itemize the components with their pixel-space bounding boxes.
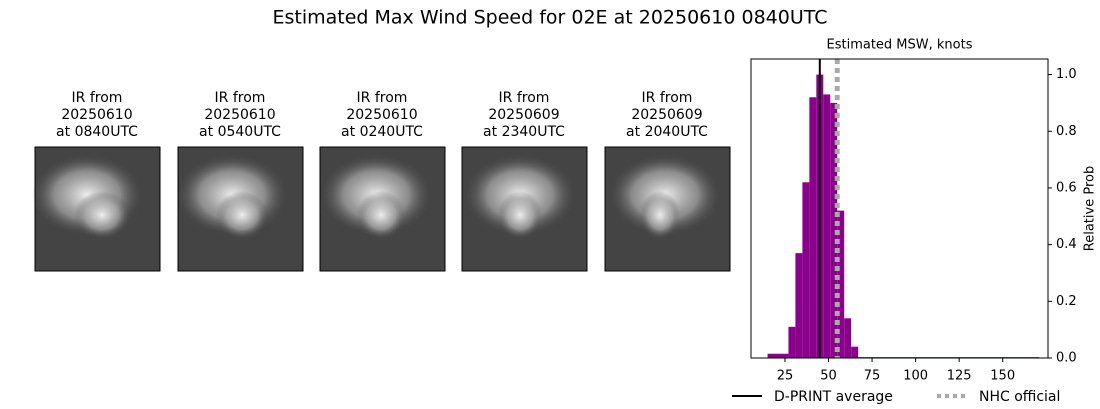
cloud-core <box>640 191 680 239</box>
cloud-core <box>216 191 268 239</box>
x-tick-label: 100 <box>903 369 928 384</box>
y-tick-label: 0.0 <box>1056 351 1077 366</box>
panel-title: 20250610 <box>346 107 417 123</box>
ir-frame <box>319 146 446 272</box>
ir-frame <box>461 146 588 272</box>
bar <box>830 102 838 358</box>
panel-title: at 2340UTC <box>483 124 565 140</box>
x-tick-label: 50 <box>820 369 837 384</box>
cloud-core <box>498 191 542 239</box>
axes-frame <box>750 58 1049 359</box>
bar <box>802 182 810 358</box>
figure-title: Estimated Max Wind Speed for 02E at 2025… <box>272 7 827 29</box>
panel-title: 20250609 <box>631 107 702 123</box>
bar <box>788 326 796 358</box>
y-tick-label: 0.2 <box>1056 294 1077 309</box>
ir-frame <box>604 146 731 272</box>
y-tick-label: 0.8 <box>1056 124 1077 139</box>
y-axis-label: Relative Prob <box>1083 166 1098 251</box>
panel-title: 20250609 <box>488 107 559 123</box>
panel-title: IR from <box>357 90 408 106</box>
y-tick-label: 0.6 <box>1056 180 1077 195</box>
bar <box>774 353 782 358</box>
panel-title: IR from <box>642 90 693 106</box>
chart-title: Estimated MSW, knots <box>827 38 973 53</box>
panel-title: at 0540UTC <box>199 124 281 140</box>
ir-frame <box>177 146 304 272</box>
bar <box>823 94 831 358</box>
panel-title: at 0240UTC <box>341 124 423 140</box>
x-tick-label: 125 <box>947 369 972 384</box>
x-tick-label: 150 <box>990 369 1015 384</box>
y-tick-label: 1.0 <box>1056 67 1077 82</box>
ir-frame <box>34 146 161 272</box>
bar <box>767 353 775 358</box>
panel-title: IR from <box>499 90 550 106</box>
panel-title: IR from <box>72 90 123 106</box>
legend-label: D-PRINT average <box>774 389 893 405</box>
panel-title: at 2040UTC <box>626 124 708 140</box>
bar <box>844 318 852 358</box>
bar <box>837 210 845 358</box>
cloud-core <box>74 191 130 239</box>
legend-label: NHC official <box>979 389 1060 405</box>
panel-title: at 0840UTC <box>56 124 138 140</box>
panel-title: 20250610 <box>61 107 132 123</box>
panel-title: IR from <box>215 90 266 106</box>
bar <box>795 253 803 358</box>
cloud-core <box>357 191 405 239</box>
x-tick-label: 75 <box>864 369 881 384</box>
bar <box>851 346 859 358</box>
bar <box>781 353 789 358</box>
y-tick-label: 0.4 <box>1056 237 1077 252</box>
bar <box>809 97 817 358</box>
x-tick-label: 25 <box>777 369 794 384</box>
panel-title: 20250610 <box>204 107 275 123</box>
